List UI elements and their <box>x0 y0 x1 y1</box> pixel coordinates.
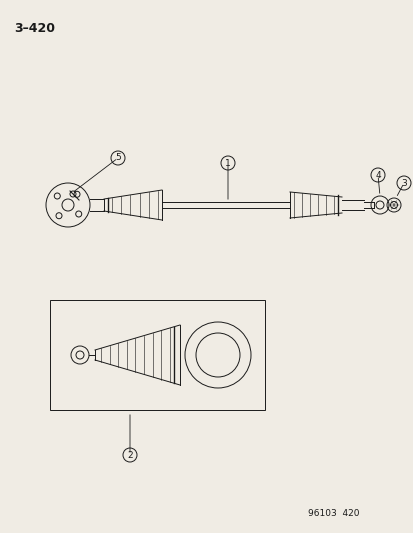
Text: 3–420: 3–420 <box>14 22 55 35</box>
Text: 96103  420: 96103 420 <box>308 509 359 518</box>
Bar <box>50 300 264 410</box>
Text: 1: 1 <box>225 158 230 167</box>
Text: 2: 2 <box>127 450 133 459</box>
Text: 3: 3 <box>400 179 406 188</box>
Text: 4: 4 <box>374 171 380 180</box>
Text: 5: 5 <box>115 154 121 163</box>
